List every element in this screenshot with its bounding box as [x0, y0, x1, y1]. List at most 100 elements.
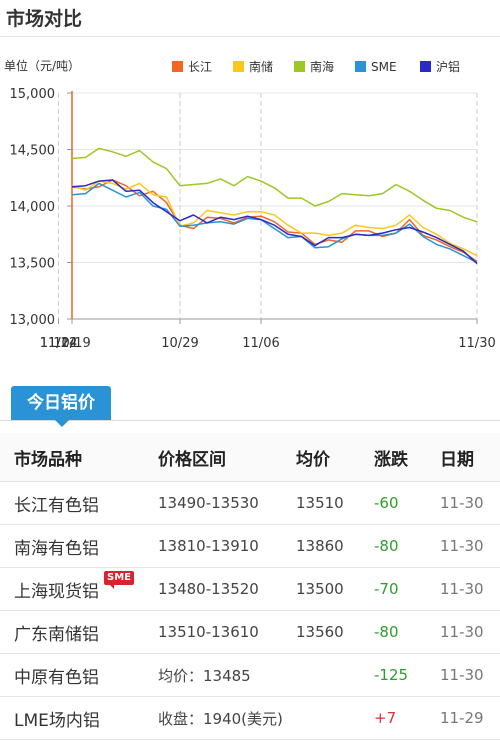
table-row[interactable]: 广东南储铝 13510-13610 13560 -80 11-30	[0, 610, 500, 654]
range-cell: 13510-13610	[158, 610, 296, 654]
header-date: 日期	[440, 433, 500, 482]
date-cell-text: 11-30	[440, 494, 484, 512]
page-header: 市场对比	[0, 0, 500, 37]
tab-bar: 今日铝价	[0, 380, 500, 427]
avg-cell-text: 13510	[296, 494, 344, 512]
price-comparison-chart: 单位（元/吨） 长江 南储 南海 SME 沪铝 15,000 14,500 14,000 13,5…	[0, 37, 500, 367]
market-cell-text: 上海现货铝	[14, 581, 99, 602]
avg-cell-text: 13860	[296, 537, 344, 555]
legend-swatch	[233, 61, 244, 72]
series-line-长江	[71, 179, 478, 263]
legend-label: 南海	[310, 59, 334, 74]
range-cell-text: 13480-13520	[158, 580, 259, 598]
sme-badge: SME	[104, 571, 134, 589]
date-cell: 11-29	[440, 696, 500, 740]
change-cell-text: +7	[374, 709, 397, 727]
market-cell[interactable]: 上海现货铝 SME	[0, 567, 158, 611]
change-cell-text: -125	[374, 666, 409, 684]
legend-swatch	[355, 61, 366, 72]
market-cell-text: 南海有色铝	[14, 538, 99, 559]
date-cell: 11-30	[440, 524, 500, 568]
range-cell: 收盘：1940(美元)	[158, 696, 296, 740]
date-cell: 11-30	[440, 610, 500, 654]
change-cell: -60	[374, 481, 440, 525]
avg-cell	[296, 696, 374, 740]
change-cell-text: -80	[374, 537, 399, 555]
x-tick-label: 11/22	[40, 336, 77, 351]
change-cell-text: -70	[374, 580, 399, 598]
series-line-南海	[71, 147, 478, 223]
header-range: 价格区间	[158, 433, 296, 482]
range-cell-text: 13490-13530	[158, 494, 259, 512]
table-row[interactable]: 上海现货铝 SME 13480-13520 13500 -70 11-30	[0, 567, 500, 611]
table-row[interactable]: 南海有色铝 13810-13910 13860 -80 11-30	[0, 524, 500, 568]
range-cell: 13480-13520	[158, 567, 296, 611]
date-cell: 11-30	[440, 481, 500, 525]
avg-cell: 13860	[296, 524, 374, 568]
change-cell: -80	[374, 610, 440, 654]
legend-swatch	[294, 61, 305, 72]
market-cell[interactable]: 南海有色铝	[0, 524, 158, 568]
avg-cell-text: 13500	[296, 580, 344, 598]
header-avg: 均价	[296, 433, 374, 482]
table-row[interactable]: LME场内铝 收盘：1940(美元) +7 11-29	[0, 696, 500, 740]
change-cell: -125	[374, 653, 440, 697]
header-change: 涨跌	[374, 433, 440, 482]
range-cell-text: 均价：13485	[158, 666, 251, 685]
table-row[interactable]: 中原有色铝 均价：13485 -125 11-30	[0, 653, 500, 697]
market-cell-text: 广东南储铝	[14, 624, 99, 645]
unit-label: 单位（元/吨）	[4, 58, 80, 73]
table-row[interactable]: 长江有色铝 13490-13530 13510 -60 11-30	[0, 481, 500, 525]
range-cell: 13490-13530	[158, 481, 296, 525]
legend-label: 沪铝	[436, 59, 460, 74]
market-cell-text: LME场内铝	[14, 710, 100, 731]
market-cell-text: 中原有色铝	[14, 667, 99, 688]
avg-cell: 13560	[296, 610, 374, 654]
date-cell-text: 11-30	[440, 623, 484, 641]
date-cell-text: 11-30	[440, 580, 484, 598]
change-cell-text: -60	[374, 494, 399, 512]
x-tick-label: 10/19	[53, 336, 90, 351]
x-tick-label: 10/29	[161, 336, 198, 351]
legend-swatch	[172, 61, 183, 72]
x-tick-label: 11/30	[458, 336, 495, 351]
change-cell: +7	[374, 696, 440, 740]
header-market: 市场品种	[0, 433, 158, 482]
market-cell-text: 长江有色铝	[14, 495, 99, 516]
avg-cell: 13510	[296, 481, 374, 525]
today-price-section: 今日铝价 市场品种 价格区间 均价 涨跌 日期 长江有色铝 13490-13530…	[0, 380, 500, 740]
date-cell: 11-30	[440, 653, 500, 697]
series-line-沪铝	[71, 179, 478, 265]
market-cell[interactable]: 中原有色铝	[0, 653, 158, 697]
x-tick-label: 11/06	[242, 336, 279, 351]
tab-today-price[interactable]: 今日铝价	[11, 386, 111, 427]
x-tick-label: 11/14	[40, 336, 77, 351]
legend-label: 南储	[249, 59, 273, 74]
date-cell-text: 11-30	[440, 666, 484, 684]
y-tick-label: 14,000	[10, 200, 56, 215]
y-tick-label: 15,000	[10, 87, 56, 102]
date-cell-text: 11-30	[440, 537, 484, 555]
avg-cell-text: 13560	[296, 623, 344, 641]
change-cell: -70	[374, 567, 440, 611]
range-cell: 均价：13485	[158, 653, 296, 697]
range-cell-text: 13510-13610	[158, 623, 259, 641]
change-cell: -80	[374, 524, 440, 568]
y-tick-label: 13,500	[10, 257, 56, 272]
chart-svg: 单位（元/吨） 长江 南储 南海 SME 沪铝 15,000 14,500 14,000 13,5…	[4, 58, 496, 351]
market-cell[interactable]: 长江有色铝	[0, 481, 158, 525]
legend-label: 长江	[188, 60, 212, 74]
date-cell-text: 11-29	[440, 709, 484, 727]
page-title: 市场对比	[6, 8, 83, 30]
series-line-SME	[71, 182, 478, 264]
range-cell-text: 收盘：1940(美元)	[158, 709, 283, 728]
table-header-row: 市场品种 价格区间 均价 涨跌 日期	[0, 433, 500, 482]
series-line-南储	[71, 180, 478, 257]
y-tick-label: 13,000	[10, 313, 56, 328]
legend-label: SME	[371, 60, 397, 74]
range-cell-text: 13810-13910	[158, 537, 259, 555]
market-cell[interactable]: 广东南储铝	[0, 610, 158, 654]
legend-swatch	[420, 61, 431, 72]
market-cell[interactable]: LME场内铝	[0, 696, 158, 740]
price-table: 市场品种 价格区间 均价 涨跌 日期 长江有色铝 13490-13530 13510…	[0, 433, 500, 740]
